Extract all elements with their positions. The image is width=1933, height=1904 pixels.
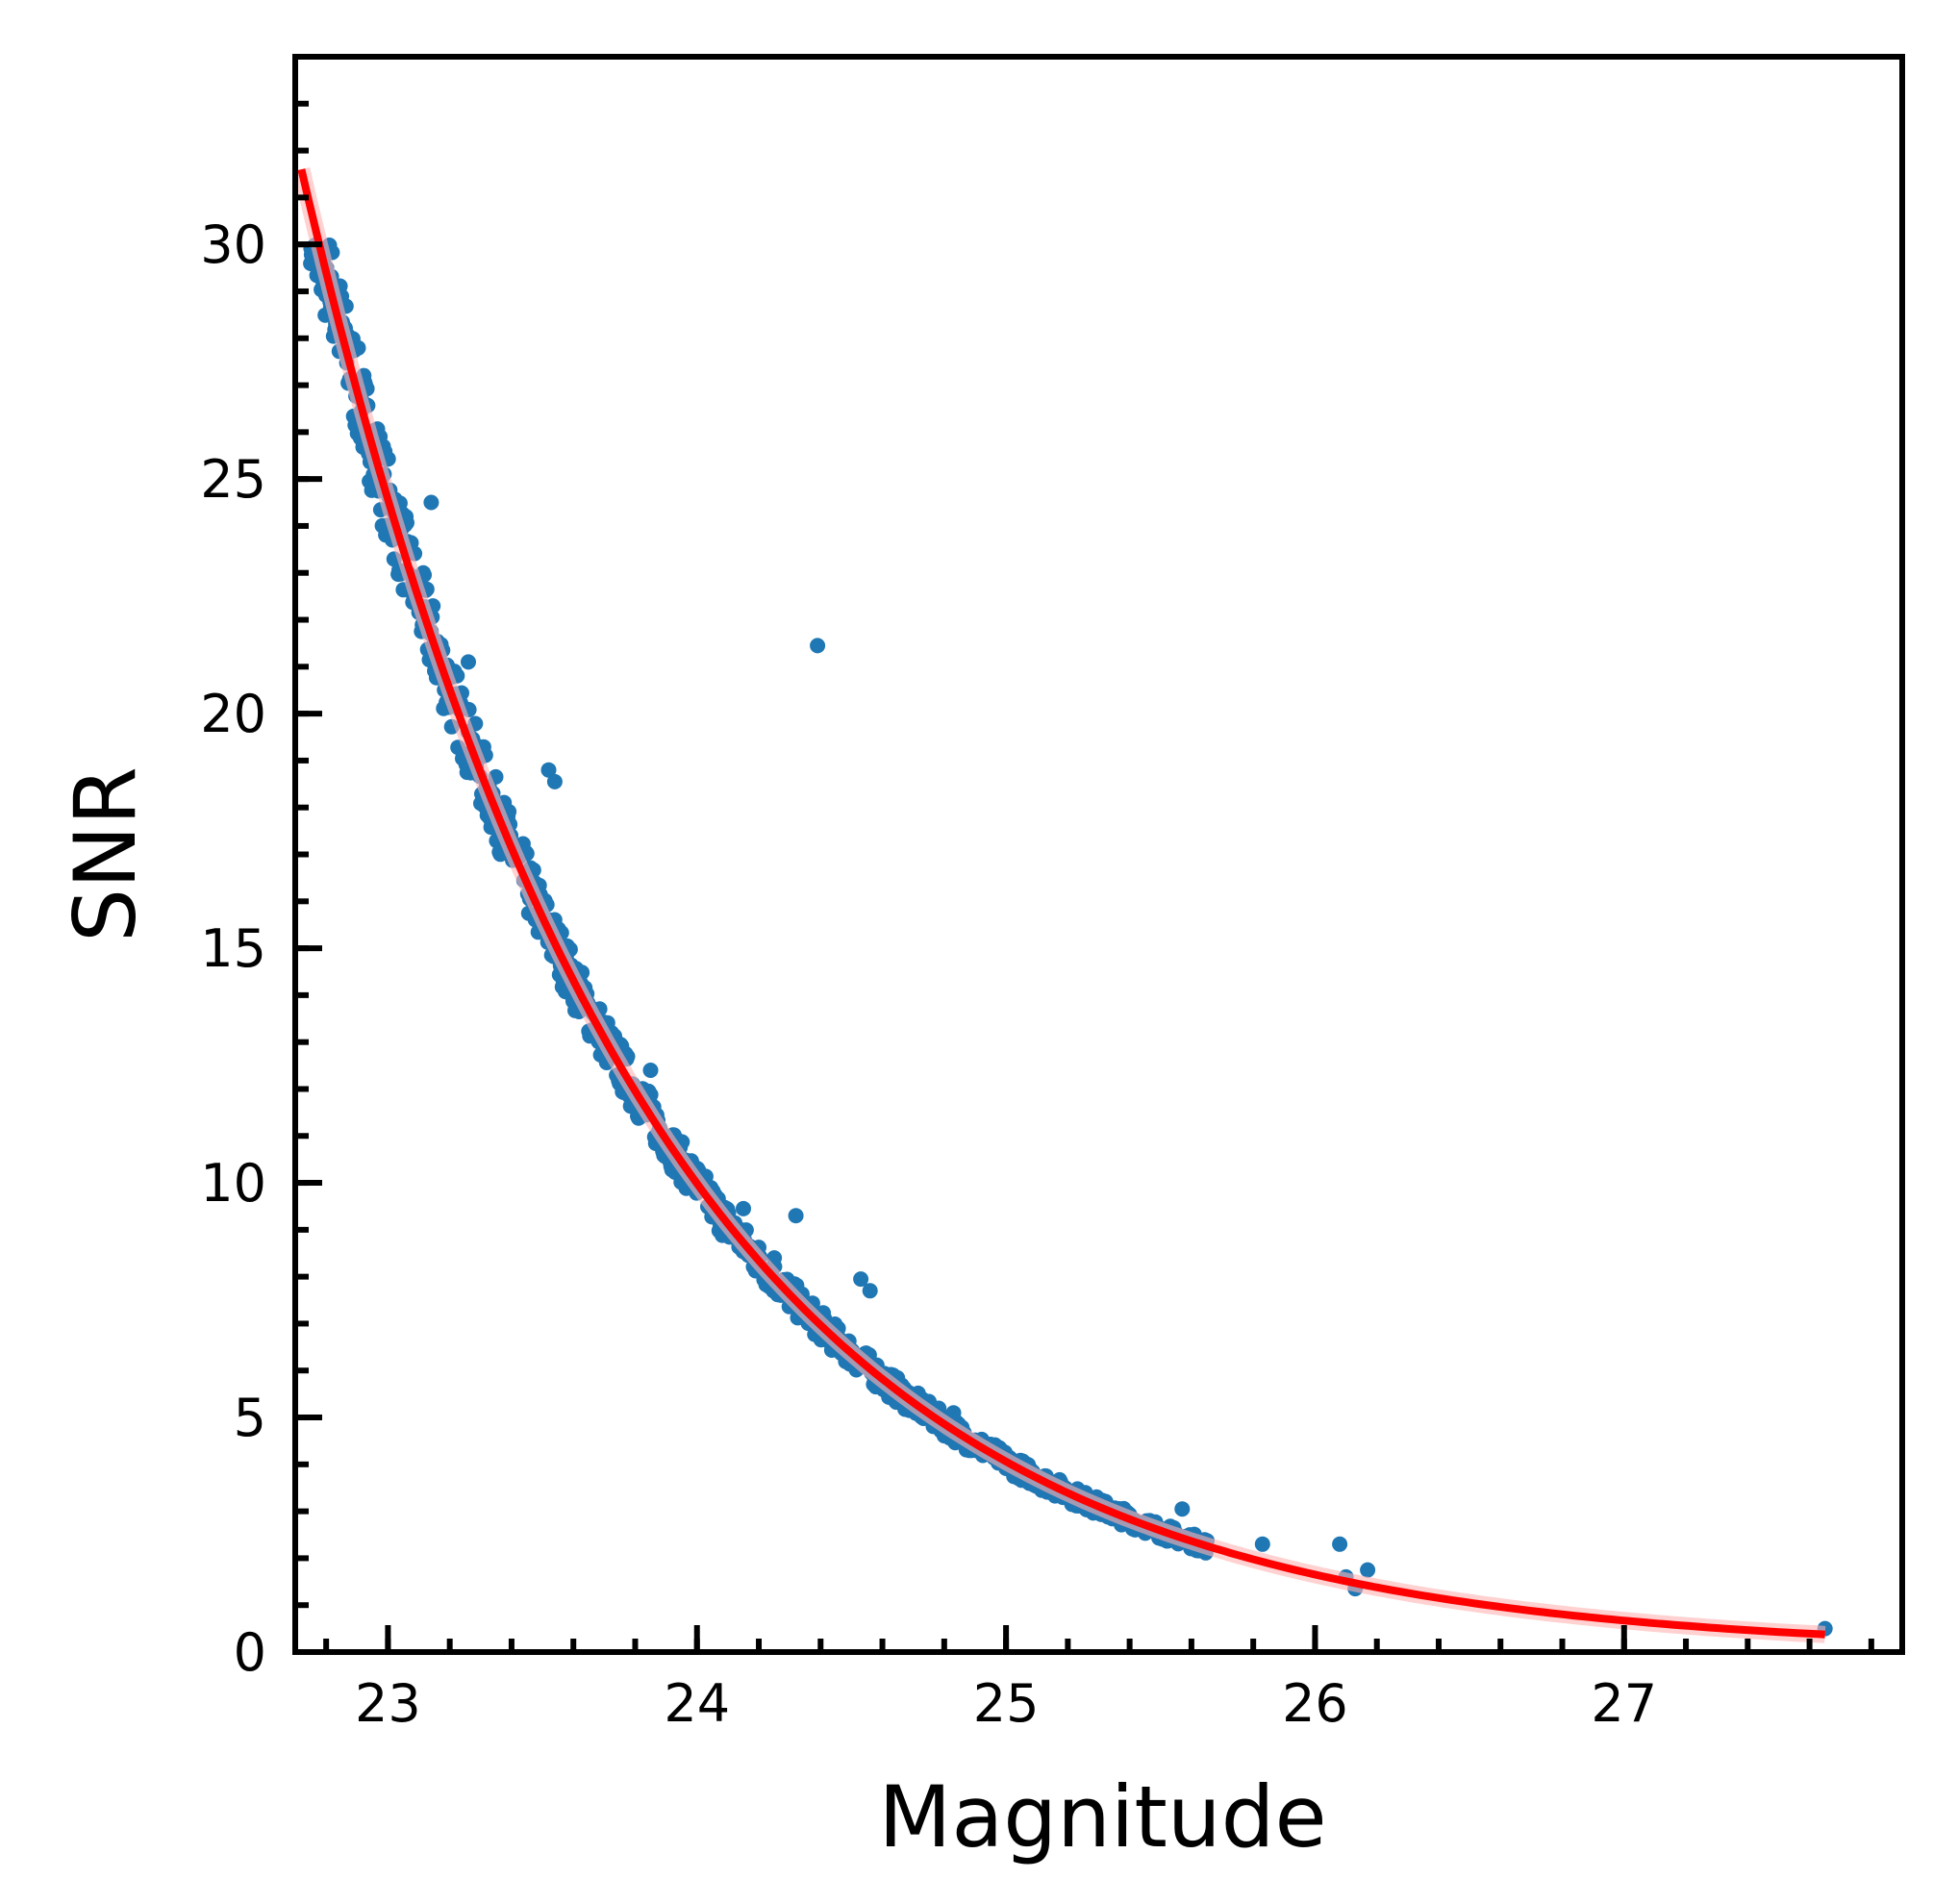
- outlier-point: [423, 494, 439, 511]
- data-band: [303, 238, 1215, 1561]
- y-tick-label: 30: [200, 214, 266, 275]
- outlier-point: [810, 638, 826, 654]
- y-tick-label: 5: [234, 1388, 266, 1448]
- y-tick-label: 15: [200, 918, 266, 979]
- outlier-point: [1254, 1536, 1270, 1552]
- outlier-point: [1360, 1562, 1376, 1578]
- y-tick-label: 10: [200, 1153, 266, 1214]
- outlier-point: [1174, 1501, 1191, 1517]
- outlier-point: [1332, 1536, 1348, 1552]
- x-tick-label: 23: [355, 1673, 421, 1734]
- outlier-point: [642, 1063, 659, 1078]
- outlier-point: [788, 1208, 804, 1224]
- x-tick-label: 24: [664, 1673, 730, 1734]
- outlier-point: [461, 654, 476, 670]
- outlier-point: [862, 1283, 878, 1299]
- y-tick-label: 25: [200, 449, 266, 510]
- outlier-point: [736, 1200, 751, 1216]
- tick-labels: 23 24 25 26 27 0 5 10 15 20 25 30: [200, 214, 1657, 1734]
- y-axis-title: SNR: [56, 766, 155, 942]
- outlier-point: [945, 1405, 962, 1421]
- x-tick-label: 26: [1282, 1673, 1348, 1734]
- fit-curve-group: [295, 167, 1826, 1643]
- outlier-point: [546, 773, 563, 789]
- x-tick-label: 25: [973, 1673, 1040, 1734]
- outlier-point: [540, 762, 557, 778]
- fit-line: [297, 168, 1825, 1639]
- fit-uncertainty-band: [295, 167, 1826, 1643]
- outlier-points: [423, 494, 1833, 1637]
- outlier-point: [853, 1271, 869, 1288]
- plot-frame: [292, 54, 1905, 1655]
- y-tick-label: 0: [234, 1622, 266, 1683]
- x-axis-title: Magnitude: [878, 1767, 1326, 1866]
- y-tick-label: 20: [200, 684, 266, 744]
- plot-area: [295, 167, 1833, 1643]
- x-tick-label: 27: [1591, 1673, 1657, 1734]
